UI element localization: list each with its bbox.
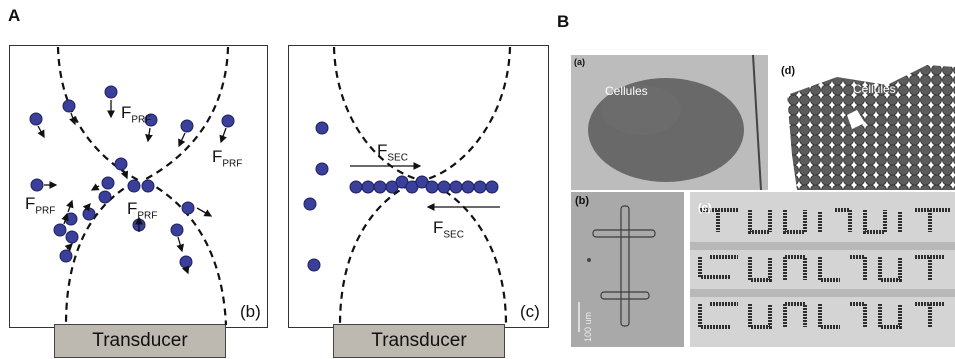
- transducer-left: Transducer: [54, 324, 226, 358]
- micrograph-c-tag: (c): [698, 202, 712, 214]
- sec-arrows: [350, 162, 500, 211]
- micrograph-a-tag: (a): [574, 57, 585, 67]
- transducer-right: Transducer: [333, 324, 505, 358]
- micrograph-d: (d) Cellules: [777, 55, 955, 190]
- sec-symbol: F: [377, 141, 388, 160]
- sec-subscript: SEC: [387, 152, 408, 164]
- prf-label-top: FPRF: [121, 103, 151, 125]
- right-box-tag: (c): [520, 302, 540, 321]
- micrograph-b-tag: (b): [575, 195, 590, 207]
- left-particles: [29, 85, 235, 275]
- particle: [29, 85, 235, 269]
- prf-subscript: PRF: [137, 210, 158, 222]
- micrograph-d-caption: Cellules: [853, 82, 896, 96]
- cell-monolayer-image: [787, 65, 955, 190]
- micrograph-a: (a) Cellules: [571, 55, 768, 190]
- transducer-left-label: Transducer: [92, 330, 188, 351]
- panel-a-label: A: [8, 6, 21, 25]
- prf-label-center: FPRF: [127, 199, 157, 221]
- prf-label-right: FPRF: [212, 147, 242, 169]
- prf-subscript: PRF: [35, 205, 56, 217]
- force-diagram: [29, 46, 512, 326]
- text-pattern-image: [690, 208, 955, 329]
- panel-b-label: B: [557, 12, 570, 31]
- force-arrow: [37, 100, 227, 275]
- left-box-tag: (b): [240, 302, 261, 321]
- sec-subscript: SEC: [443, 229, 464, 241]
- prf-subscript: PRF: [131, 114, 152, 126]
- sec-label-top: FSEC: [377, 141, 408, 163]
- prf-symbol: F: [212, 147, 223, 166]
- transducer-right-label: Transducer: [371, 330, 467, 351]
- prf-symbol: F: [121, 103, 132, 122]
- scalebar-label: 100 um: [583, 311, 593, 342]
- prf-symbol: F: [25, 194, 36, 213]
- sec-label-bottom: FSEC: [433, 218, 464, 240]
- micrograph-a-caption: Cellules: [605, 84, 648, 98]
- micrograph-b: (b) 100 um: [571, 192, 684, 347]
- left-beam-outline: [56, 46, 230, 326]
- prf-label-left: FPRF: [25, 194, 55, 216]
- sec-symbol: F: [433, 218, 444, 237]
- micrograph-c: (c): [690, 192, 955, 347]
- acoustic-chamber-right: [288, 45, 549, 328]
- cell-cluster-image: [588, 55, 762, 190]
- prf-symbol: F: [127, 199, 138, 218]
- micrograph-d-tag: (d): [781, 65, 796, 77]
- right-particles: [303, 121, 499, 272]
- prf-subscript: PRF: [222, 158, 243, 170]
- cross-pattern-image: [578, 205, 656, 332]
